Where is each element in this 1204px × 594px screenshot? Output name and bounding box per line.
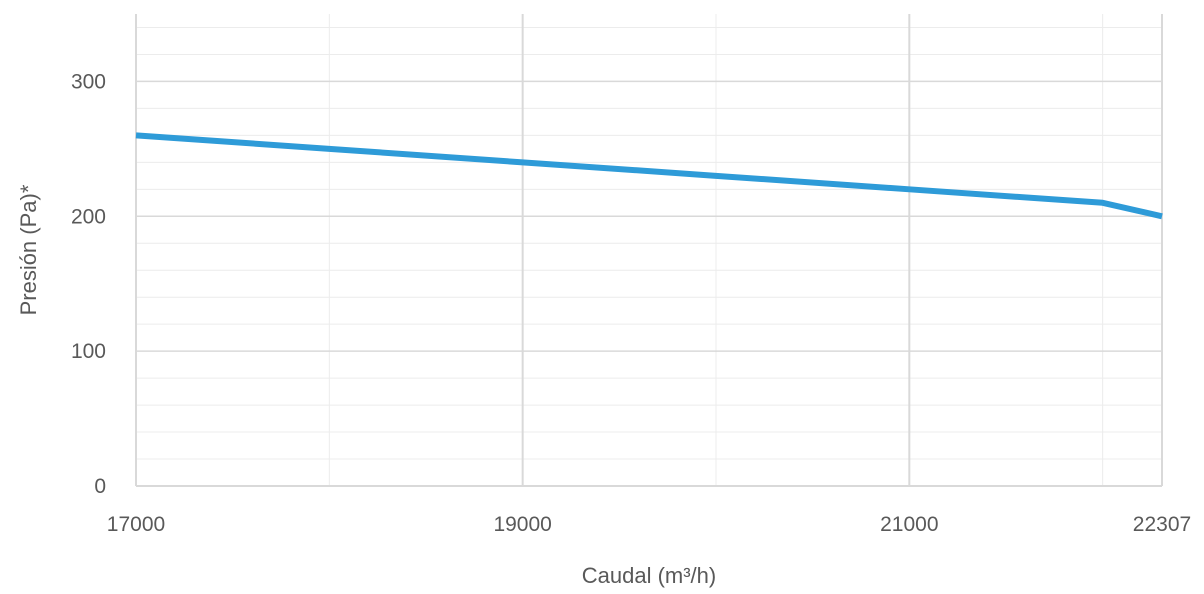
y-tick-label: 200 <box>71 205 106 228</box>
y-tick-label: 100 <box>71 340 106 363</box>
y-tick-label: 0 <box>94 475 106 498</box>
y-axis-title: Presión (Pa)* <box>16 184 41 315</box>
grid <box>135 14 1163 487</box>
x-tick-label: 21000 <box>880 513 938 536</box>
y-tick-label: 300 <box>71 70 106 93</box>
series-layer <box>135 132 1163 220</box>
series-line <box>135 132 1163 220</box>
y-axis-ticks: 0 100 200 300 <box>71 70 106 498</box>
x-axis-ticks: 17000 19000 21000 22307 <box>107 513 1191 536</box>
x-axis-title: Caudal (m³/h) <box>582 563 716 588</box>
x-tick-label: 17000 <box>107 513 165 536</box>
x-tick-label: 19000 <box>493 513 551 536</box>
x-tick-label: 22307 <box>1133 513 1191 536</box>
